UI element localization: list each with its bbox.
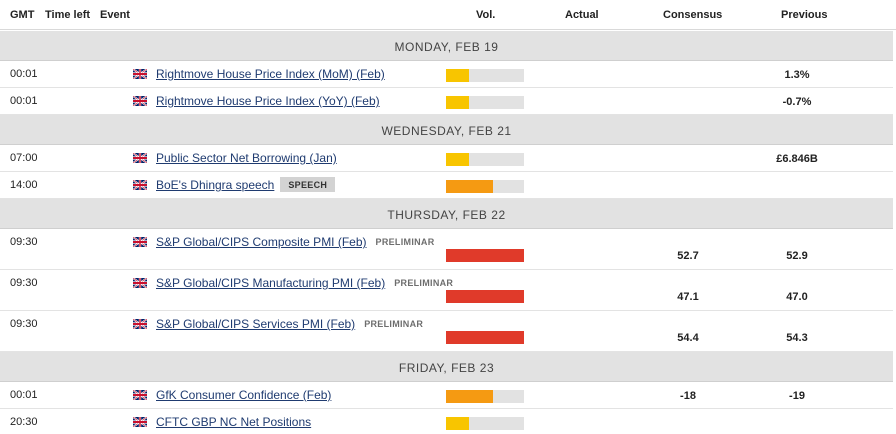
column-vol[interactable]: Vol. [476, 9, 496, 21]
event-time: 20:30 [10, 416, 38, 428]
volatility-fill [446, 417, 470, 430]
uk-flag-icon [133, 153, 147, 163]
date-label: WEDNESDAY, FEB 21 [381, 124, 512, 138]
event-time: 09:30 [10, 236, 38, 248]
uk-flag-icon [133, 237, 147, 247]
volatility-fill [446, 153, 470, 166]
date-label: MONDAY, FEB 19 [394, 40, 499, 54]
date-row: THURSDAY, FEB 22 [0, 199, 893, 229]
uk-flag-icon [133, 69, 147, 79]
uk-flag-icon [133, 96, 147, 106]
volatility-bar [446, 69, 524, 82]
volatility-bar [446, 153, 524, 166]
previous-value: -19 [789, 390, 805, 402]
event-name-link[interactable]: BoE's Dhingra speech [156, 178, 275, 192]
date-row: WEDNESDAY, FEB 21 [0, 115, 893, 145]
column-consensus[interactable]: Consensus [663, 9, 723, 21]
volatility-bar [446, 249, 524, 262]
volatility-bar [446, 390, 524, 403]
event-row[interactable]: 09:30 S&P Global/CIPS Services PMI (Feb) P… [0, 311, 893, 352]
event-name-link[interactable]: S&P Global/CIPS Manufacturing PMI (Feb) [156, 276, 386, 290]
event-time: 00:01 [10, 389, 38, 401]
preliminary-tag: PRELIMINAR [375, 237, 435, 247]
event-time: 00:01 [10, 95, 38, 107]
date-label: FRIDAY, FEB 23 [398, 361, 495, 375]
consensus-value: 52.7 [677, 250, 699, 262]
previous-value: 1.3% [784, 69, 810, 81]
preliminary-tag: PRELIMINAR [394, 278, 454, 288]
date-label: THURSDAY, FEB 22 [387, 208, 506, 222]
uk-flag-icon [133, 278, 147, 288]
volatility-bar [446, 331, 524, 344]
previous-value: 47.0 [786, 291, 808, 303]
consensus-value: 47.1 [677, 291, 699, 303]
volatility-fill [446, 249, 524, 262]
event-time: 00:01 [10, 68, 38, 80]
date-row: MONDAY, FEB 19 [0, 31, 893, 61]
speech-badge: SPEECH [280, 177, 336, 192]
previous-value: -0.7% [782, 96, 812, 108]
volatility-fill [446, 180, 493, 193]
consensus-value: 54.4 [677, 332, 699, 344]
event-row[interactable]: 09:30 S&P Global/CIPS Composite PMI (Feb)… [0, 229, 893, 270]
event-name-link[interactable]: Public Sector Net Borrowing (Jan) [156, 151, 337, 165]
volatility-fill [446, 290, 524, 303]
volatility-bar [446, 180, 524, 193]
event-row[interactable]: 00:01 Rightmove House Price Index (YoY) (… [0, 88, 893, 115]
event-name-link[interactable]: S&P Global/CIPS Services PMI (Feb) [156, 317, 356, 331]
uk-flag-icon [133, 390, 147, 400]
preliminary-tag: PRELIMINAR [364, 319, 424, 329]
event-row[interactable]: 00:01 GfK Consumer Confidence (Feb) -18 -19 [0, 382, 893, 409]
event-name-link[interactable]: Rightmove House Price Index (MoM) (Feb) [156, 67, 385, 81]
column-previous[interactable]: Previous [781, 9, 828, 21]
volatility-fill [446, 390, 493, 403]
event-row[interactable]: 20:30 CFTC GBP NC Net Positions [0, 409, 893, 434]
consensus-value: -18 [680, 390, 696, 402]
event-row[interactable]: 07:00 Public Sector Net Borrowing (Jan) £6… [0, 145, 893, 172]
event-row[interactable]: 09:30 S&P Global/CIPS Manufacturing PMI (… [0, 270, 893, 311]
uk-flag-icon [133, 417, 147, 427]
event-name-link[interactable]: S&P Global/CIPS Composite PMI (Feb) [156, 235, 367, 249]
previous-value: 52.9 [786, 250, 808, 262]
volatility-bar [446, 417, 524, 430]
event-row[interactable]: 14:00 BoE's Dhingra speech SPEECH [0, 172, 893, 199]
uk-flag-icon [133, 319, 147, 329]
event-row[interactable]: 00:01 Rightmove House Price Index (MoM) (… [0, 61, 893, 88]
column-time-left[interactable]: Time left [45, 9, 91, 21]
event-name-link[interactable]: CFTC GBP NC Net Positions [156, 415, 312, 429]
volatility-fill [446, 69, 470, 82]
column-actual[interactable]: Actual [565, 9, 599, 21]
column-gmt[interactable]: GMT [10, 9, 35, 21]
volatility-bar [446, 96, 524, 109]
uk-flag-icon [133, 180, 147, 190]
event-time: 09:30 [10, 277, 38, 289]
volatility-fill [446, 96, 470, 109]
calendar-header: GMT Time left Event Vol. Actual Consensu… [0, 0, 896, 30]
date-row: FRIDAY, FEB 23 [0, 352, 893, 382]
event-time: 07:00 [10, 152, 38, 164]
volatility-fill [446, 331, 524, 344]
event-time: 09:30 [10, 318, 38, 330]
column-event[interactable]: Event [100, 9, 130, 21]
event-name-link[interactable]: GfK Consumer Confidence (Feb) [156, 388, 332, 402]
previous-value: 54.3 [786, 332, 808, 344]
event-name-link[interactable]: Rightmove House Price Index (YoY) (Feb) [156, 94, 380, 108]
previous-value: £6.846B [776, 153, 818, 165]
volatility-bar [446, 290, 524, 303]
event-time: 14:00 [10, 179, 38, 191]
